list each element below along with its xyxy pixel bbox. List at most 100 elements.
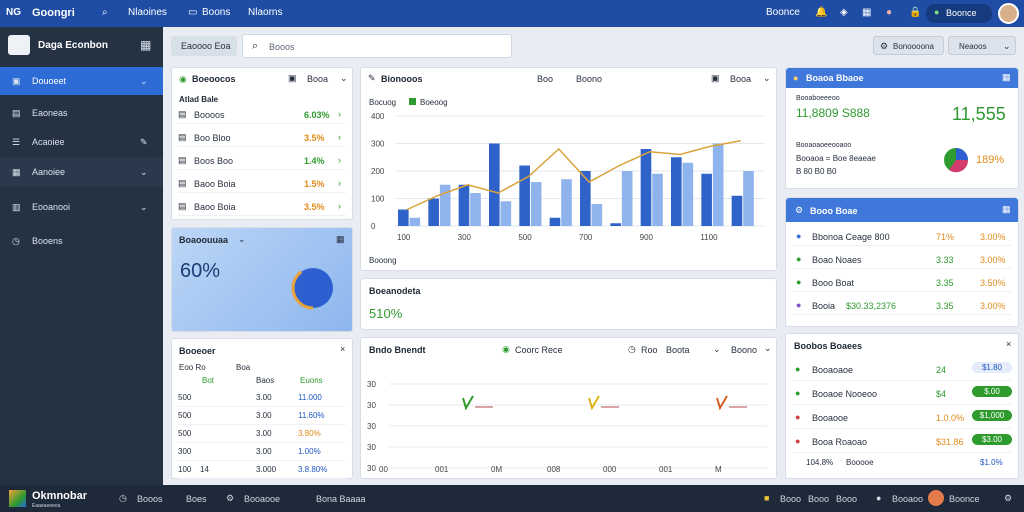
nav-item-1[interactable]: Nlaoines	[128, 7, 167, 18]
chevron-right-icon[interactable]: ›	[338, 155, 341, 165]
metric-change: 3.00%	[980, 301, 1006, 311]
menu-grid-icon[interactable]: ▦	[140, 38, 152, 52]
alert-icon[interactable]: ●	[886, 7, 893, 18]
toolbar-dropdown[interactable]: Neaoos ⌄	[948, 36, 1016, 55]
settings-icon[interactable]: ⚙	[1004, 493, 1013, 503]
search-icon[interactable]: ⌕	[102, 7, 108, 18]
bar	[519, 165, 530, 226]
order-badge[interactable]: $1,000	[972, 410, 1012, 421]
settings-icon: ⚙	[226, 493, 235, 503]
filter-label[interactable]: Boono	[576, 74, 603, 84]
image-icon: ▣	[711, 73, 720, 83]
footer-item[interactable]: Boes	[186, 494, 207, 504]
order-badge[interactable]: $.00	[972, 386, 1012, 397]
settings-icon: ⚙	[795, 205, 804, 215]
chevron-down-icon[interactable]: ⌄	[763, 73, 771, 83]
card-header	[786, 198, 1018, 222]
footer-item[interactable]: Booo	[808, 494, 830, 504]
sidebar-item-1[interactable]: ▣ Douoeet ⌄	[0, 67, 163, 95]
search-input[interactable]: ⌕ Booos	[242, 34, 512, 58]
toolbar-button-1[interactable]: ⚙ Bonoooona	[873, 36, 944, 55]
footer-item[interactable]: Booo	[780, 494, 802, 504]
item-label: Boooos	[194, 110, 225, 120]
sidebar-item-4[interactable]: ▦ Aanoiee ⌄	[0, 158, 163, 186]
nav-item-3[interactable]: Nlaorns	[248, 7, 283, 18]
bar	[549, 217, 561, 226]
order-row[interactable]: ● Booaooe 1.0.0% $1,000	[792, 407, 1012, 429]
close-icon[interactable]: ×	[1006, 339, 1012, 349]
avatar[interactable]	[928, 490, 944, 506]
sidebar-item-6[interactable]: ◷ Booens	[12, 236, 63, 246]
order-row[interactable]: ● Booaoaoe 24 $1.80	[792, 359, 1012, 381]
order-row[interactable]: ● Booaoe Nooeoo $4 $.00	[792, 383, 1012, 405]
x-tick: 001	[435, 465, 449, 474]
folder-icon: ▭	[188, 7, 198, 18]
top-bar: NG Goongri ⌕ Nlaoines ▭ Boons Nlaorns Bo…	[0, 0, 1024, 27]
grid-icon[interactable]: ▦	[1002, 204, 1011, 214]
table-row: 500 3.00 11.60%	[178, 407, 346, 425]
list-item[interactable]: ▤ Baoo Boia 1.5% ›	[178, 175, 346, 193]
chevron-down-icon: ⌄	[1003, 41, 1011, 51]
footer-item[interactable]: Booaoo	[892, 494, 924, 504]
grid-icon[interactable]: ▦	[862, 7, 872, 18]
item-value: 1.5%	[304, 179, 325, 189]
filter-label[interactable]: Boota	[666, 345, 690, 355]
footer-item[interactable]: Booo	[836, 494, 858, 504]
filter-label[interactable]: Roo	[641, 345, 658, 355]
list-item[interactable]: ▤ Boos Boo 1.4% ›	[178, 152, 346, 170]
chart-card: ✎ Bionooos Boo Boono ▣ Booa ⌄ Bocuog Boe…	[360, 67, 777, 271]
list-item[interactable]: ▤ Boooos 6.03% ›	[178, 106, 346, 124]
order-row[interactable]: ● Booa Roaoao $31.86 $3.00	[792, 431, 1012, 453]
list-item[interactable]: ▤ Baoo Boia 3.5% ›	[178, 198, 346, 216]
lock-icon[interactable]: 🔒	[909, 7, 922, 18]
help-icon[interactable]: ●	[876, 493, 882, 503]
cell: 11.60%	[298, 411, 325, 420]
sidebar-item-2[interactable]: ▤ Eaoneas	[12, 108, 68, 118]
footer-item[interactable]: Booaooe	[244, 494, 281, 504]
filter-label[interactable]: Boono	[731, 345, 758, 355]
footer-user[interactable]: Boonce	[949, 494, 980, 504]
summary-line: Booaoa = Boe 8eaeae	[796, 154, 876, 163]
action-button[interactable]: ● Boonce	[926, 4, 992, 23]
footer-item[interactable]: Booos	[137, 494, 163, 504]
metric-row[interactable]: ● Boao Noaes 3.33 3.00%	[792, 251, 1012, 269]
chevron-down-icon[interactable]: ⌄	[713, 344, 721, 354]
chevron-right-icon[interactable]: ›	[338, 132, 341, 142]
grid-icon[interactable]: ▦	[336, 234, 345, 244]
chevron-right-icon[interactable]: ›	[338, 109, 341, 119]
status-dot-icon: ●	[796, 300, 802, 310]
sidebar-item-5[interactable]: ▥ Eooanooi ⌄	[12, 202, 148, 212]
order-badge[interactable]: $1.80	[972, 362, 1012, 373]
user-label[interactable]: Boonce	[766, 7, 800, 18]
metric-row[interactable]: ● Bbonoa Ceage 800 71% 3.00%	[792, 228, 1012, 246]
grid-icon[interactable]: ▦	[1002, 72, 1011, 82]
bell-icon[interactable]: 🔔	[815, 7, 828, 18]
metric-label: Bbonoa Ceage 800	[812, 232, 890, 242]
card-button[interactable]: Booa	[730, 74, 752, 84]
filter-label[interactable]: Boo	[537, 74, 554, 84]
metric-row[interactable]: ● Booo Boat 3.35 3.50%	[792, 274, 1012, 292]
chevron-down-icon[interactable]: ⌄	[340, 73, 348, 83]
close-icon[interactable]: ×	[340, 344, 346, 354]
order-badge[interactable]: $3.00	[972, 434, 1012, 445]
bar	[682, 162, 694, 226]
x-tick: M	[715, 465, 722, 474]
shield-icon[interactable]: ◈	[840, 7, 848, 18]
bar	[530, 182, 542, 226]
sidebar-item-3[interactable]: ☰ Acaoiee ✎	[12, 137, 148, 147]
x-tick: 0M	[491, 465, 502, 474]
chevron-right-icon[interactable]: ›	[338, 201, 341, 211]
metric-row[interactable]: ● Booia $30.33,2376 3.35 3.00%	[792, 297, 1012, 315]
tab-main[interactable]: Eaoooo Eoa	[171, 36, 237, 56]
y-tick: 100	[371, 195, 385, 204]
stats-card: Boeanodeta 510%	[360, 278, 777, 330]
card-button[interactable]: Booa	[307, 74, 329, 84]
brand-sub: Eaaeaeeeoa	[32, 503, 61, 509]
avatar[interactable]	[998, 3, 1019, 24]
footer-item[interactable]: Bona Baaaa	[316, 494, 366, 504]
list-item[interactable]: ▤ Boo Bloo 3.5% ›	[178, 129, 346, 147]
chevron-down-icon[interactable]: ⌄	[764, 343, 772, 353]
nav-item-2[interactable]: Boons	[202, 7, 231, 18]
chevron-down-icon[interactable]: ⌄	[238, 234, 246, 244]
chevron-right-icon[interactable]: ›	[338, 178, 341, 188]
